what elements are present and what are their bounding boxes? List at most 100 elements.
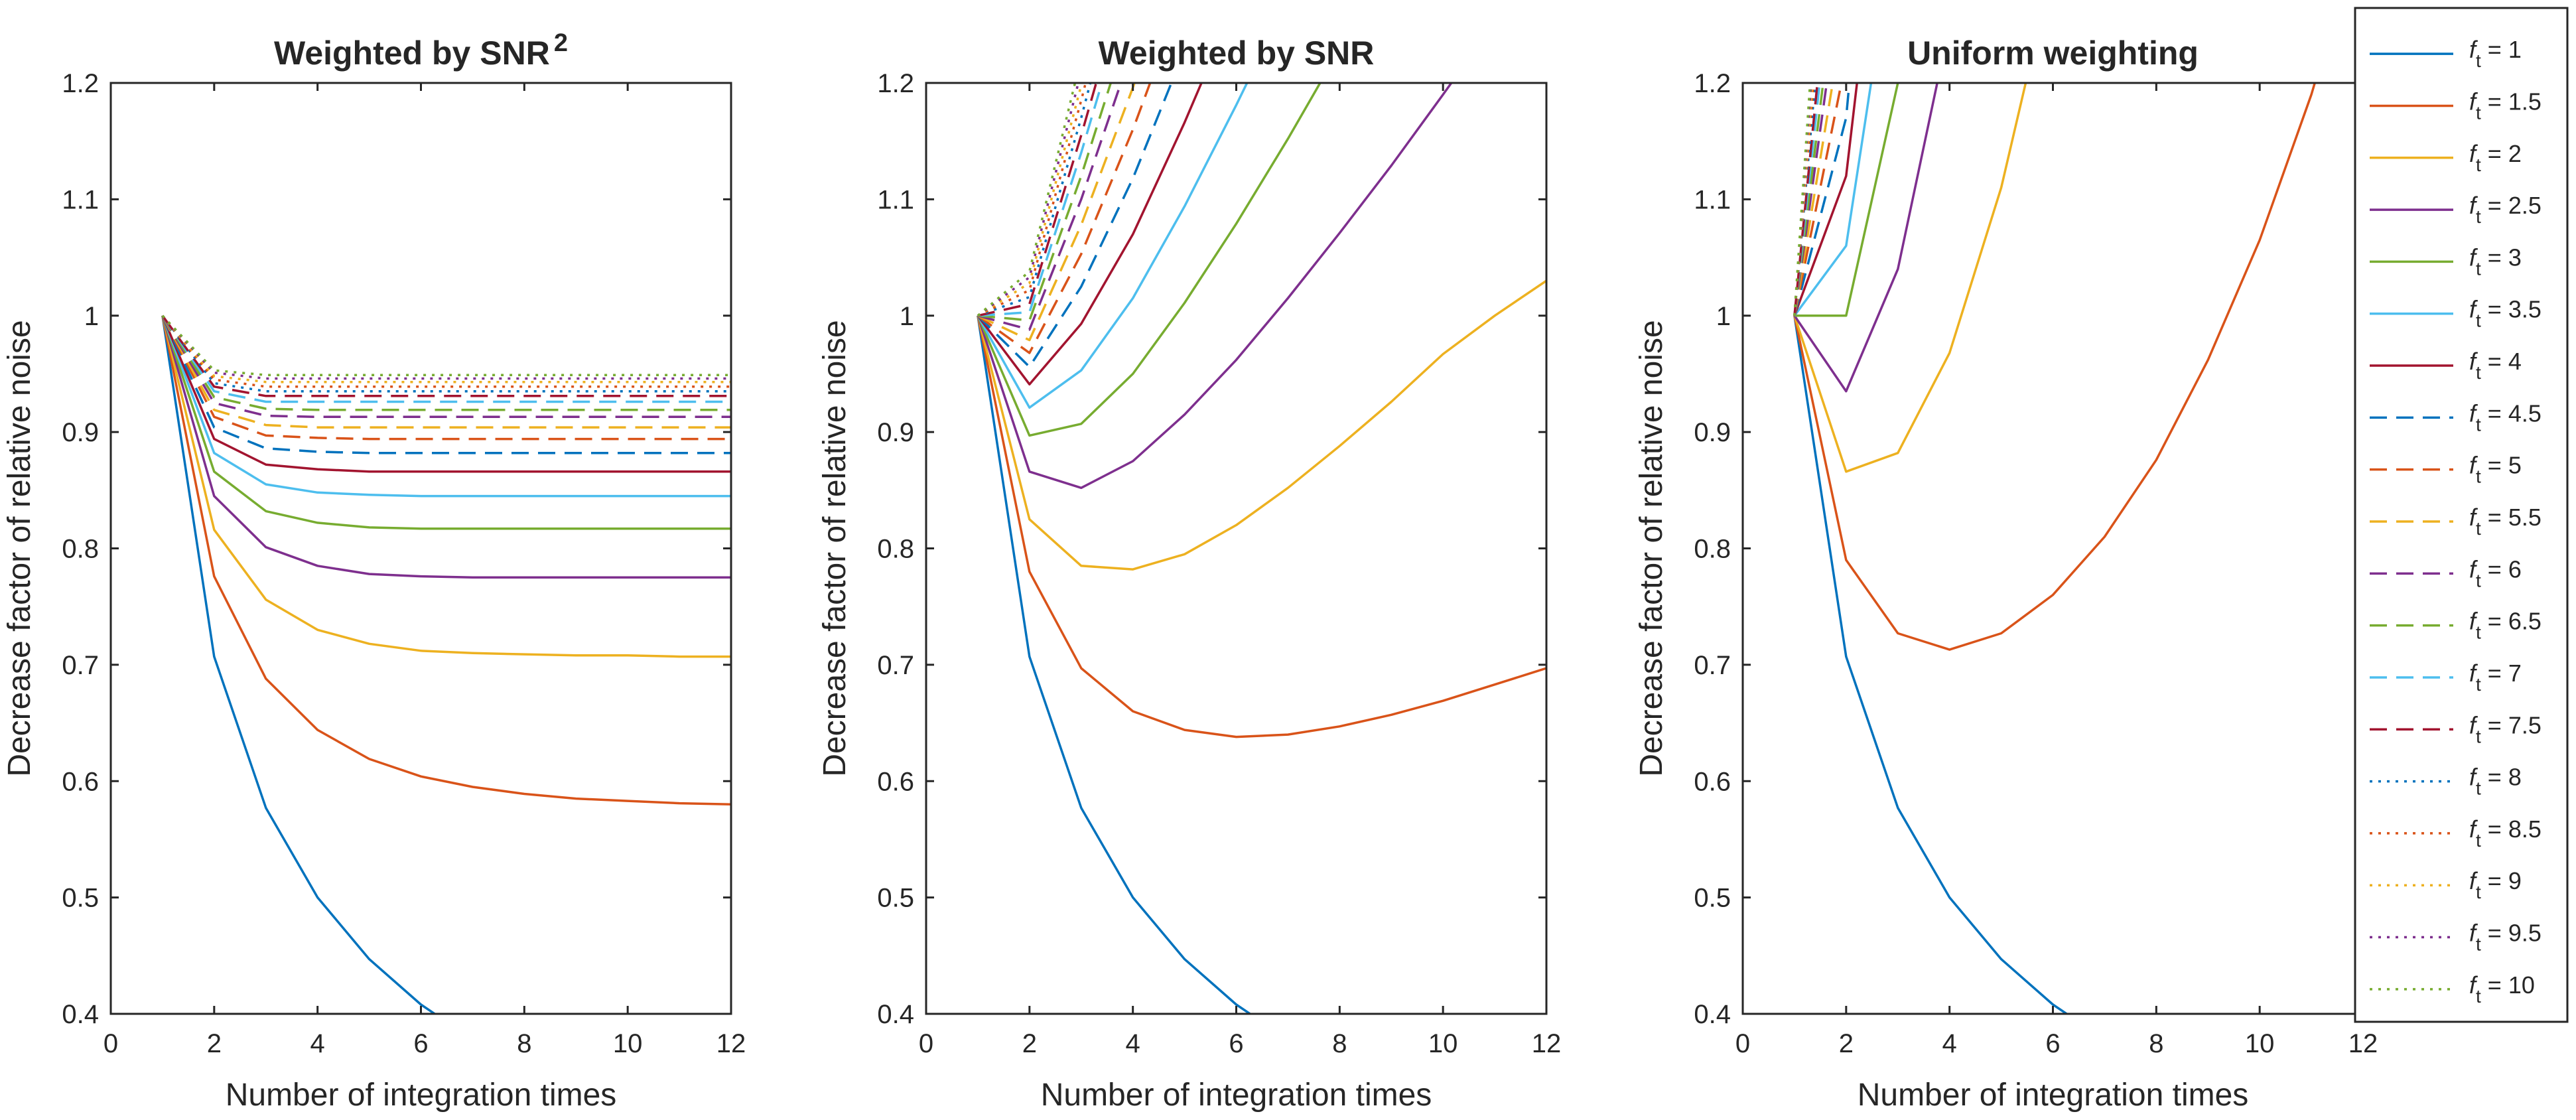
legend-entry: ft = 5 [2370,452,2522,487]
x-tick-label: 10 [613,1029,643,1058]
legend-entry: ft = 9 [2370,867,2522,902]
x-tick-label: 4 [1126,1029,1140,1058]
y-tick-label: 0.5 [877,884,914,913]
series-line [977,315,1546,738]
series-line [161,315,731,579]
y-tick-label: 1.1 [877,185,914,214]
series-line [161,315,731,530]
series-line [977,83,1136,342]
y-tick-label: 0.6 [877,767,914,796]
y-tick-label: 0.8 [877,535,914,564]
legend-label: ft = 8.5 [2469,815,2542,851]
x-tick-label: 6 [1229,1029,1243,1058]
legend-entry: ft = 3 [2370,244,2522,279]
y-tick-label: 0.5 [62,884,99,913]
y-tick-label: 0.9 [62,418,99,447]
legend-entry: ft = 3.5 [2370,296,2542,331]
legend-label: ft = 5 [2469,452,2522,487]
x-tick-label: 6 [413,1029,428,1058]
series-line [977,83,1077,317]
panel-2: 0 2 4 6 8 10 12 0.4 0.5 0.6 0.7 0.8 0.9 1 1.1 1.2 Weight… [817,35,1562,1113]
y-tick-label: 1.1 [1694,185,1731,214]
y-tick-label: 0.7 [1694,651,1731,680]
title-superscript: 2 [554,29,568,57]
y-tick-label: 0.6 [62,767,99,796]
legend-label: ft = 10 [2469,971,2535,1007]
x-tick-label: 8 [1332,1029,1347,1058]
series-line [161,315,731,384]
legend: ft = 1ft = 1.5ft = 2ft = 2.5ft = 3ft = 3.5ft = … [2354,7,2569,1023]
series-line [977,315,1253,1014]
series-line [161,315,731,411]
legend-entry: ft = 1.5 [2370,88,2542,123]
y-tick-label: 1.2 [62,69,99,98]
series-line [977,279,1546,571]
legend-label: ft = 7 [2469,660,2522,695]
legend-entry: ft = 8.5 [2370,815,2542,851]
y-axis-label: Decrease factor of relative noise [1634,320,1669,776]
x-tick-label: 10 [2245,1029,2275,1058]
y-tick-label: 0.9 [877,418,914,447]
series-line [161,315,731,473]
series-line [1793,315,2069,1014]
series-line [161,315,437,1014]
legend-entry: ft = 4 [2370,348,2522,383]
series-line [977,83,1122,331]
chart-title: Weighted by SNR [1099,35,1375,72]
legend-label: ft = 9.5 [2469,920,2542,955]
series-line [161,315,731,455]
legend-entry: ft = 10 [2370,971,2535,1007]
legend-label: ft = 2.5 [2469,192,2542,227]
y-tick-label: 0.8 [62,535,99,564]
legend-entry: ft = 1 [2370,36,2522,71]
y-tick-label: 0.7 [62,651,99,680]
y-tick-label: 0.6 [1694,767,1731,796]
x-tick-label: 4 [1942,1029,1957,1058]
plot-area [111,83,731,1014]
series-line [977,83,1453,490]
legend-box [2354,7,2569,1023]
x-tick-label: 4 [310,1029,325,1058]
y-tick-label: 0.4 [62,1000,99,1029]
y-tick-label: 1 [1716,302,1731,331]
legend-label: ft = 9 [2469,867,2522,902]
x-tick-label: 8 [2149,1029,2163,1058]
x-tick-label: 2 [207,1029,222,1058]
x-tick-label: 12 [1532,1029,1562,1058]
series-line [161,315,731,403]
y-axis-label: Decrease factor of relative noise [2,320,37,776]
legend-entry: ft = 7.5 [2370,711,2542,746]
y-tick-label: 0.4 [877,1000,914,1029]
y-tick-label: 1.2 [1694,69,1731,98]
series-group [977,83,1546,1014]
y-tick-label: 1 [84,302,99,331]
chart-title: Weighted by SNR 2 [274,29,568,72]
x-axis-label: Number of integration times [1041,1078,1432,1113]
panel-1: 0 2 4 6 8 10 12 0.4 0.5 0.6 0.7 0.8 0.9 1 1.1 1.2 Weight… [2,29,746,1113]
series-line [1793,83,2317,651]
series-line [161,315,731,397]
x-axis-label: Number of integration times [226,1078,617,1113]
y-tick-label: 0.5 [1694,884,1731,913]
y-tick-label: 1.1 [62,185,99,214]
series-line [161,315,731,658]
y-tick-label: 0.7 [877,651,914,680]
x-axis-label: Number of integration times [1858,1078,2249,1113]
legend-label: ft = 4 [2469,348,2522,383]
x-tick-label: 2 [1839,1029,1854,1058]
x-tick-label: 12 [716,1029,746,1058]
x-tick-label: 12 [2348,1029,2378,1058]
x-tick-label: 6 [2045,1029,2060,1058]
legend-entry: ft = 4.5 [2370,399,2542,435]
legend-label: ft = 6.5 [2469,608,2542,643]
series-line [161,315,731,806]
y-axis-label: Decrease factor of relative noise [817,320,852,776]
series-line [1793,83,1938,393]
y-tick-label: 0.9 [1694,418,1731,447]
series-line [977,83,1203,385]
x-tick-label: 0 [103,1029,118,1058]
y-tick-label: 0.8 [1694,535,1731,564]
x-tick-label: 8 [517,1029,531,1058]
series-line [1794,83,1899,317]
